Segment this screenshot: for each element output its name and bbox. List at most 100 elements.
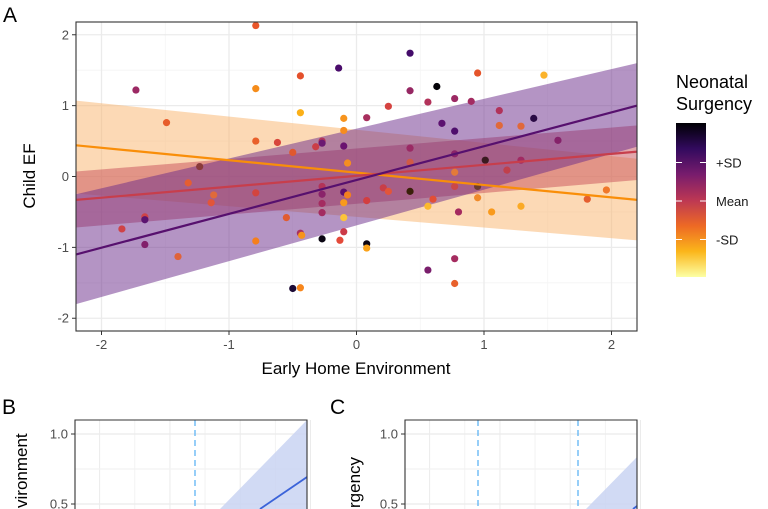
data-point	[540, 71, 548, 79]
y-axis-label: vironment	[12, 433, 31, 508]
data-point	[318, 190, 326, 198]
data-point	[379, 184, 387, 192]
data-point	[318, 139, 326, 147]
data-point	[454, 208, 463, 216]
ci-band	[586, 457, 637, 509]
data-point	[429, 195, 437, 203]
plot-border	[74, 419, 308, 509]
data-point	[162, 119, 171, 127]
data-point	[318, 199, 326, 208]
data-point	[495, 121, 503, 130]
data-point	[517, 202, 525, 210]
colorbar-label: +SD	[716, 156, 742, 171]
data-point	[406, 187, 414, 195]
data-point	[210, 191, 218, 199]
regression-lines	[76, 104, 637, 256]
data-point	[141, 240, 149, 249]
panel-label-a: A	[3, 4, 17, 27]
data-point	[289, 284, 297, 293]
y-axis-label: rgency	[345, 456, 364, 508]
y-tick-label: -2	[57, 311, 69, 326]
data-point	[343, 159, 352, 167]
data-point	[296, 284, 304, 292]
data-point	[252, 189, 260, 197]
data-point	[406, 158, 414, 166]
data-point	[196, 162, 204, 171]
data-point	[296, 72, 304, 80]
data-point	[298, 231, 306, 239]
colorbar-legend: Neonatal Surgency +SD Mean -SD	[676, 72, 752, 277]
axis-ticks: -2 -1 0 1 2 -2 -1 0 1 2	[57, 27, 615, 352]
x-tick-label: 1	[480, 337, 487, 352]
data-point	[451, 279, 459, 288]
data-point	[252, 22, 260, 30]
legend-title-line-1: Neonatal	[676, 72, 748, 92]
y-tick-label: -1	[57, 240, 69, 255]
data-point	[340, 142, 348, 150]
data-point	[289, 148, 297, 157]
data-point	[602, 186, 611, 194]
x-tick-label: -1	[223, 337, 235, 352]
panel-label-c: C	[330, 396, 345, 419]
data-point	[384, 187, 392, 195]
data-point	[474, 69, 482, 77]
colorbar	[676, 123, 706, 277]
data-point	[132, 86, 140, 94]
data-point	[141, 216, 149, 224]
plot-border	[404, 419, 638, 509]
data-point	[340, 214, 348, 222]
data-point	[451, 168, 459, 176]
data-point	[335, 64, 343, 72]
data-point	[488, 208, 496, 216]
data-point	[433, 82, 441, 91]
data-point	[406, 49, 414, 57]
colorbar-label: Mean	[716, 194, 749, 209]
data-point	[296, 109, 304, 117]
ci-band	[220, 420, 307, 509]
data-point	[517, 122, 525, 130]
data-point	[312, 143, 320, 151]
data-point	[273, 138, 282, 147]
data-point	[384, 102, 392, 110]
data-point	[318, 235, 326, 243]
y-tick-label: 1.0	[380, 427, 398, 442]
data-point	[451, 182, 459, 191]
data-point	[252, 137, 260, 145]
scatter-points	[118, 22, 611, 293]
data-point	[340, 199, 348, 207]
y-tick-label: 0.5	[380, 497, 398, 509]
data-point	[340, 228, 348, 236]
data-point	[174, 252, 182, 261]
x-tick-label: 0	[353, 337, 360, 352]
y-tick-label: 0	[62, 169, 69, 184]
y-axis-label: Child EF	[20, 143, 39, 208]
colorbar-label: -SD	[716, 233, 738, 248]
data-point	[118, 225, 126, 233]
regression-line-Mean	[76, 150, 637, 201]
regression-line--SD	[76, 144, 637, 201]
data-point	[424, 98, 432, 106]
data-point	[363, 244, 371, 252]
data-point	[343, 191, 352, 199]
effect-line	[259, 476, 307, 509]
x-axis-label: Early Home Environment	[262, 359, 451, 378]
y-tick-label: 0.5	[50, 497, 68, 509]
y-tick-label: 1.0	[50, 427, 68, 442]
regression-line-+SD	[76, 104, 637, 256]
data-point	[252, 85, 260, 93]
x-tick-label: 2	[608, 337, 615, 352]
data-point	[340, 114, 348, 122]
data-point	[467, 97, 475, 105]
data-point	[554, 136, 562, 144]
data-point	[495, 106, 503, 115]
data-point	[503, 166, 511, 174]
data-point	[424, 202, 432, 210]
x-tick-label: -2	[96, 337, 108, 352]
data-point	[424, 266, 432, 274]
panel-a: -2 -1 0 1 2 -2 -1 0 1 2 Early Home Environment Ch…	[20, 21, 638, 378]
data-point	[363, 114, 371, 122]
y-tick-label: 2	[62, 27, 69, 42]
data-point	[318, 209, 326, 217]
panel-label-b: B	[2, 396, 16, 419]
